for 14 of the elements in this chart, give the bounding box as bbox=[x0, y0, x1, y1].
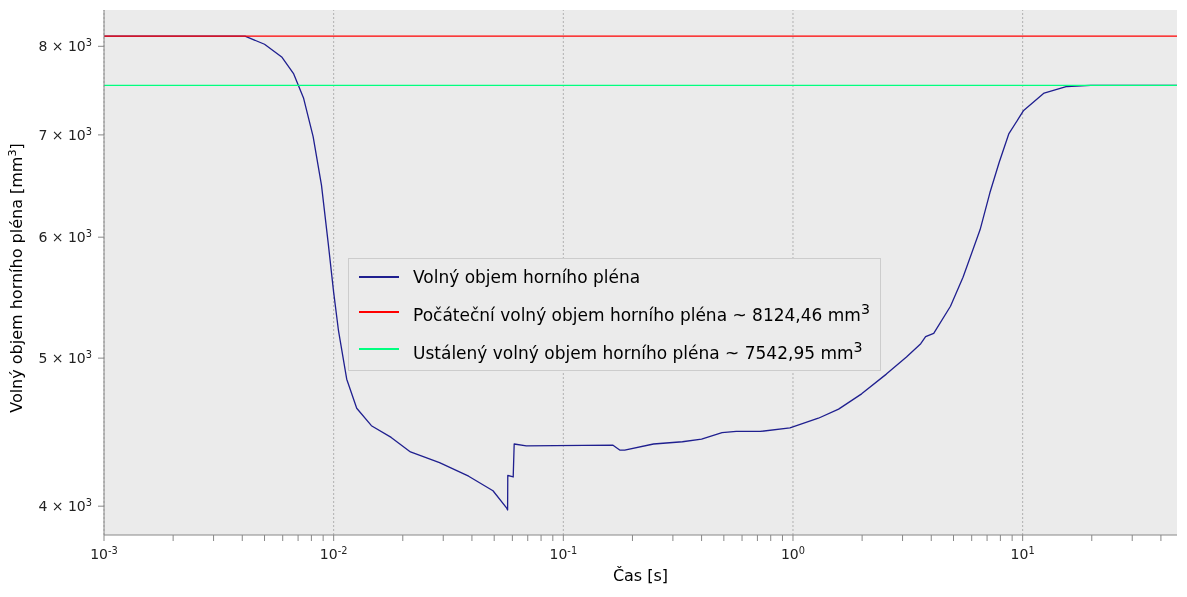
x-tick-label: 10$^{1}$ bbox=[1010, 544, 1035, 562]
x-tick-label: 10$^{-1}$ bbox=[549, 544, 578, 562]
legend-label: Počáteční volný objem horního pléna ~ 8124,46 mm$^{3}$ bbox=[413, 300, 870, 327]
x-tick-label: 10$^{-3}$ bbox=[90, 544, 118, 562]
x-axis-title: Čas [s] bbox=[612, 566, 669, 585]
y-tick-label: 4 × 10$^{3}$ bbox=[38, 496, 92, 515]
y-tick-label: 7 × 10$^{3}$ bbox=[38, 125, 92, 143]
legend-label: Ustálený volný objem horního pléna ~ 7542,95 mm$^{3}$ bbox=[413, 337, 863, 365]
y-tick-label: 6 × 10$^{3}$ bbox=[38, 227, 92, 246]
x-tick-label: 10$^{-2}$ bbox=[319, 544, 348, 562]
y-tick-label: 5 × 10$^{3}$ bbox=[38, 348, 92, 367]
legend-label: Volný objem horního pléna bbox=[413, 266, 641, 289]
x-tick-label: 10$^{0}$ bbox=[780, 544, 806, 562]
y-tick-label: 8 × 10$^{3}$ bbox=[38, 36, 92, 55]
